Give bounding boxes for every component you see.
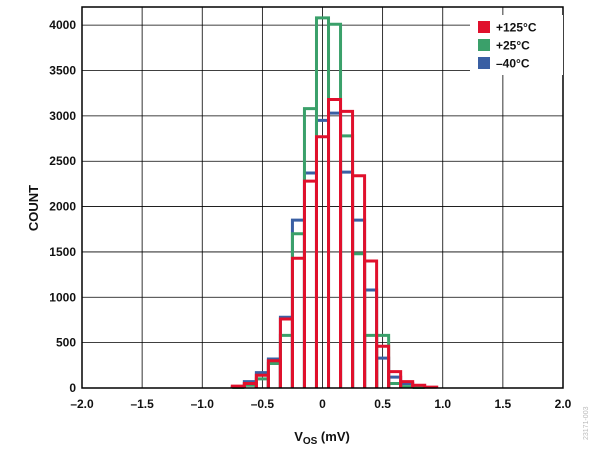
legend: +125°C +25°C –40°C: [470, 15, 563, 75]
x-tick-label-3: –0.5: [251, 397, 275, 411]
x-tick-labels: –2.0 –1.5 –1.0 –0.5 0 0.5 1.0 1.5 2.0: [70, 397, 571, 411]
bar-2-11: [363, 259, 379, 388]
x-tick-label-0: –2.0: [70, 397, 94, 411]
x-tick-label-1: –1.5: [130, 397, 154, 411]
x-axis-title-subscript: OS: [303, 436, 318, 447]
legend-swatch-2: [478, 57, 490, 69]
y-tick-label-6: 3000: [49, 109, 76, 123]
y-tick-label-4: 2000: [49, 200, 76, 214]
y-tick-labels: 0 500 1000 1500 2000 2500 3000 3500 4000: [49, 18, 76, 395]
bar-2-13: [387, 370, 403, 388]
plot-frame: [81, 6, 564, 389]
legend-label-0: +125°C: [496, 21, 537, 35]
legend-swatch-0: [478, 21, 490, 33]
y-tick-label-1: 500: [56, 336, 76, 350]
series-2: [230, 98, 439, 389]
y-tick-label-3: 1500: [49, 245, 76, 259]
y-tick-label-5: 2500: [49, 154, 76, 168]
y-tick-label-2: 1000: [49, 290, 76, 304]
x-axis-title-unit: (mV): [317, 429, 350, 444]
x-tick-label-8: 2.0: [555, 397, 572, 411]
figure-id: 23171-003: [583, 406, 590, 440]
y-tick-label-7: 3500: [49, 64, 76, 78]
x-tick-label-2: –1.0: [191, 397, 215, 411]
x-tick-label-7: 1.5: [495, 397, 512, 411]
x-axis-title-main: V: [294, 429, 303, 444]
legend-label-2: –40°C: [496, 57, 530, 71]
y-axis-title: COUNT: [26, 185, 41, 231]
x-axis-title: VOS (mV): [294, 429, 350, 447]
x-tick-label-6: 1.0: [434, 397, 451, 411]
x-tick-label-4: 0: [319, 397, 326, 411]
histogram-bars: [230, 16, 439, 390]
y-tick-label-0: 0: [69, 381, 76, 395]
legend-label-1: +25°C: [496, 39, 530, 53]
legend-swatch-1: [478, 39, 490, 51]
y-tick-label-8: 4000: [49, 18, 76, 32]
bar-2-12: [375, 344, 391, 388]
x-tick-label-5: 0.5: [374, 397, 391, 411]
